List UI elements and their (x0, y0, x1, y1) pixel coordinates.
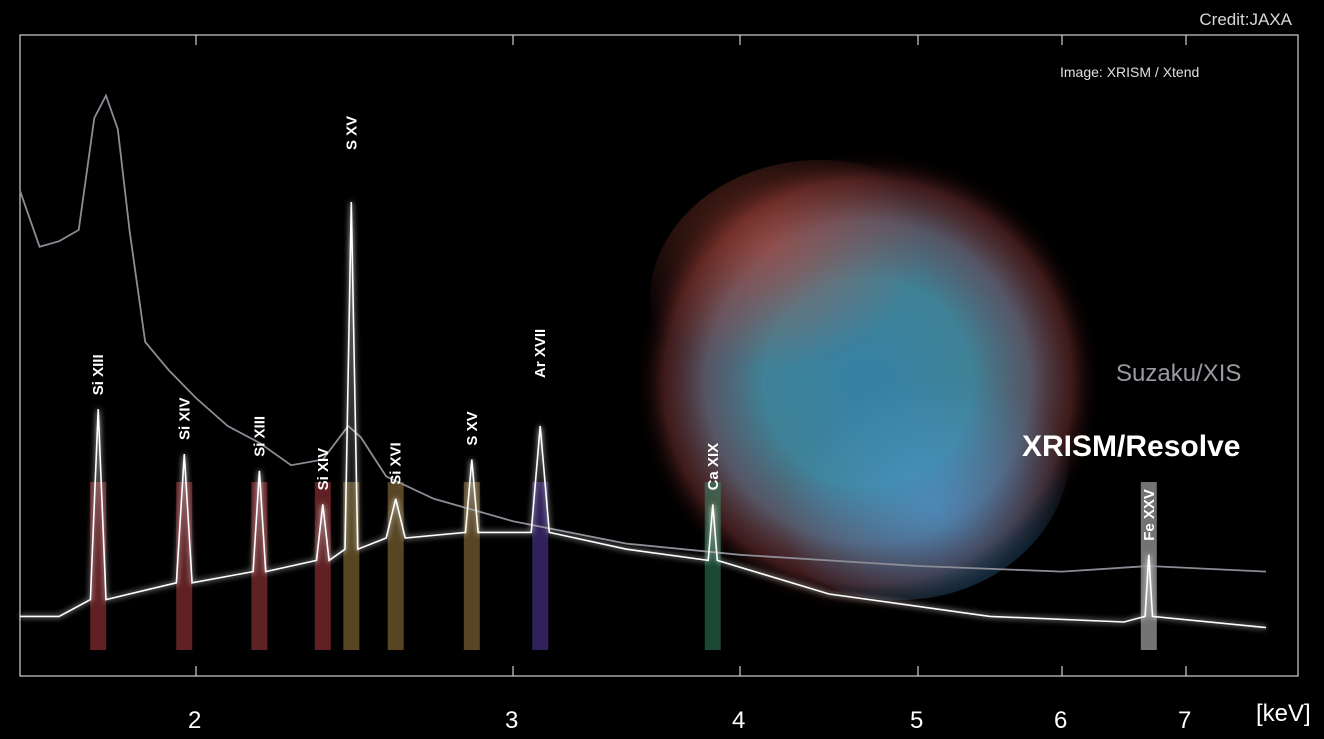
emission-band (463, 482, 480, 650)
emission-band (90, 482, 107, 650)
emission-band (343, 482, 360, 650)
line-annotation-label: Ar XVII (532, 329, 549, 378)
x-tick-label: 6 (1054, 707, 1067, 734)
x-tick-label: 4 (732, 707, 745, 734)
emission-band (176, 482, 193, 650)
line-annotation-label: Si XIII (90, 354, 107, 395)
x-axis: 2 3 4 5 6 7 (188, 35, 1191, 734)
x-tick-label: 2 (188, 707, 201, 734)
line-annotations: Si XIII Si XIV Si XIII Si XIV S XV Si XVI S XV… (90, 116, 1158, 541)
x-axis-unit-label: [keV] (1256, 700, 1311, 727)
image-label: Image: XRISM / Xtend (1060, 64, 1200, 80)
x-tick-label: 7 (1178, 707, 1191, 734)
xtend-remnant-image (636, 152, 1100, 612)
emission-band (387, 482, 404, 650)
emission-band (314, 482, 331, 650)
series-suzaku-xis-line (19, 93, 1267, 573)
x-tick-label: 3 (505, 707, 518, 734)
emission-band (704, 482, 721, 650)
line-annotation-label: Si XIV (315, 448, 332, 491)
emission-band (532, 482, 549, 650)
line-annotation-label: Si XIII (251, 416, 268, 457)
line-annotation-label: Ca XIX (705, 443, 722, 491)
series-xrism-resolve-line (20, 201, 1267, 629)
line-annotation-label: S XV (343, 116, 360, 150)
line-annotation-label: Fe XXV (1141, 489, 1158, 541)
series-lines (19, 93, 1267, 629)
line-annotation-label: Si XIV (176, 397, 193, 440)
line-annotation-label: S XV (464, 411, 481, 445)
plot-frame (19, 34, 1299, 677)
legend-xrism-resolve: XRISM/Resolve (1022, 430, 1241, 463)
credit-text: Credit:JAXA (1199, 10, 1292, 29)
line-annotation-label: Si XVI (388, 442, 405, 485)
legend-suzaku-xis: Suzaku/XIS (1116, 360, 1242, 387)
x-tick-label: 5 (910, 707, 923, 734)
